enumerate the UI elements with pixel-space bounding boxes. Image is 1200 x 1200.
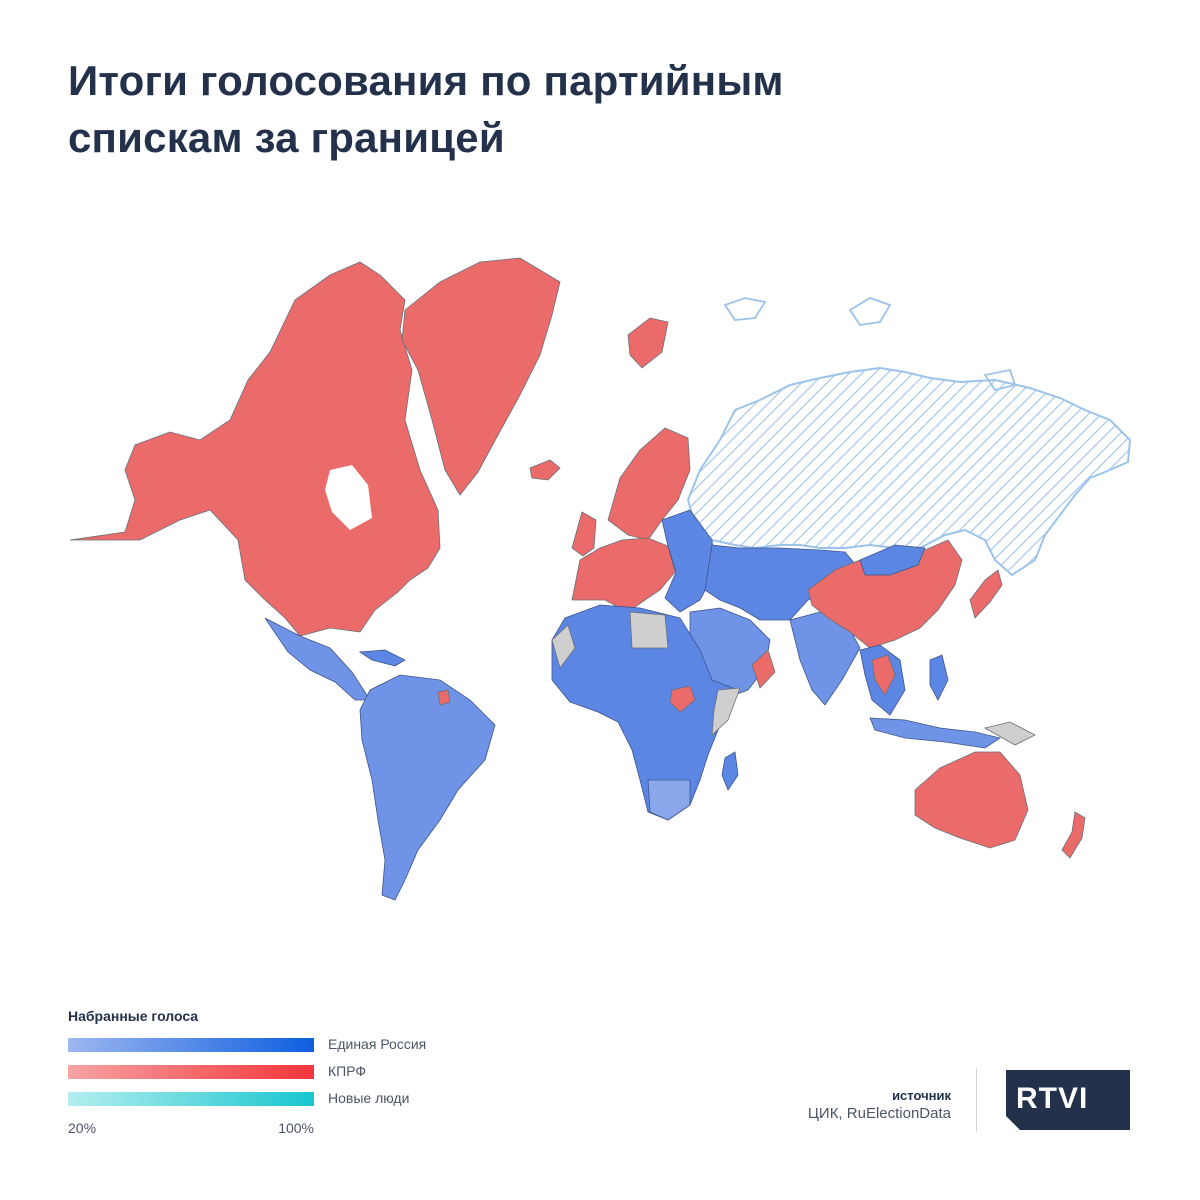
map-somalia	[711, 687, 741, 736]
logo-text: RTVI	[1016, 1082, 1089, 1115]
legend-item-novye-lyudi: Новые люди	[68, 1090, 468, 1117]
map-new-zealand	[1061, 811, 1086, 859]
map-svalbard	[627, 317, 669, 369]
legend-gradient-kprf	[68, 1065, 314, 1079]
map-south-america	[359, 674, 496, 901]
page-title: Итоги голосования по партийным спискам з…	[68, 52, 948, 166]
legend-gradient-edinaya-rossiya	[68, 1038, 314, 1052]
legend-title: Набранные голоса	[68, 1008, 199, 1024]
map-southern-africa	[647, 779, 691, 821]
map-north-america	[69, 261, 441, 637]
map-suriname	[437, 689, 451, 706]
title-line-2: спискам за границей	[68, 114, 505, 161]
map-papua	[983, 721, 1036, 746]
source-text: ЦИК, RuElectionData	[807, 1105, 951, 1122]
legend-label: КПРФ	[328, 1063, 367, 1079]
map-australia	[914, 751, 1029, 849]
rtvi-logo	[1006, 1070, 1130, 1130]
scale-max: 100%	[278, 1120, 314, 1136]
map-greenland	[401, 257, 561, 496]
map-western-sahara	[551, 624, 576, 669]
map-madagascar	[721, 751, 739, 791]
legend-label: Новые люди	[328, 1090, 410, 1106]
map-philippines	[929, 654, 949, 701]
map-uk	[571, 511, 597, 557]
legend-label: Единая Россия	[328, 1036, 427, 1052]
legend-gradient-novye-lyudi	[68, 1092, 314, 1106]
map-iceland	[529, 459, 561, 481]
map-caribbean	[358, 649, 406, 667]
source-label: источник	[892, 1088, 951, 1103]
scale-min: 20%	[68, 1120, 97, 1136]
map-eastern-europe	[661, 509, 716, 613]
map-japan	[969, 569, 1003, 619]
divider	[976, 1068, 977, 1132]
legend: Набранные голоса Единая Россия КПРФ Новы…	[68, 1008, 468, 1117]
map-oman	[751, 649, 776, 689]
map-africa	[551, 604, 739, 821]
map-hudson-bay	[325, 465, 372, 530]
map-russia	[686, 366, 1132, 577]
map-mongolia	[859, 544, 926, 576]
title-line-1: Итоги голосования по партийным	[68, 57, 784, 104]
map-thailand	[871, 654, 896, 696]
map-central-america	[264, 617, 371, 701]
map-libya	[629, 611, 669, 649]
map-uganda	[669, 685, 696, 713]
legend-item-kprf: КПРФ	[68, 1063, 468, 1090]
legend-item-edinaya-rossiya: Единая Россия	[68, 1036, 468, 1063]
map-indonesia	[869, 717, 1001, 749]
source-block: источник ЦИК, RuElectionData	[808, 1088, 951, 1122]
map-russia-arctic-islands	[723, 297, 1017, 392]
